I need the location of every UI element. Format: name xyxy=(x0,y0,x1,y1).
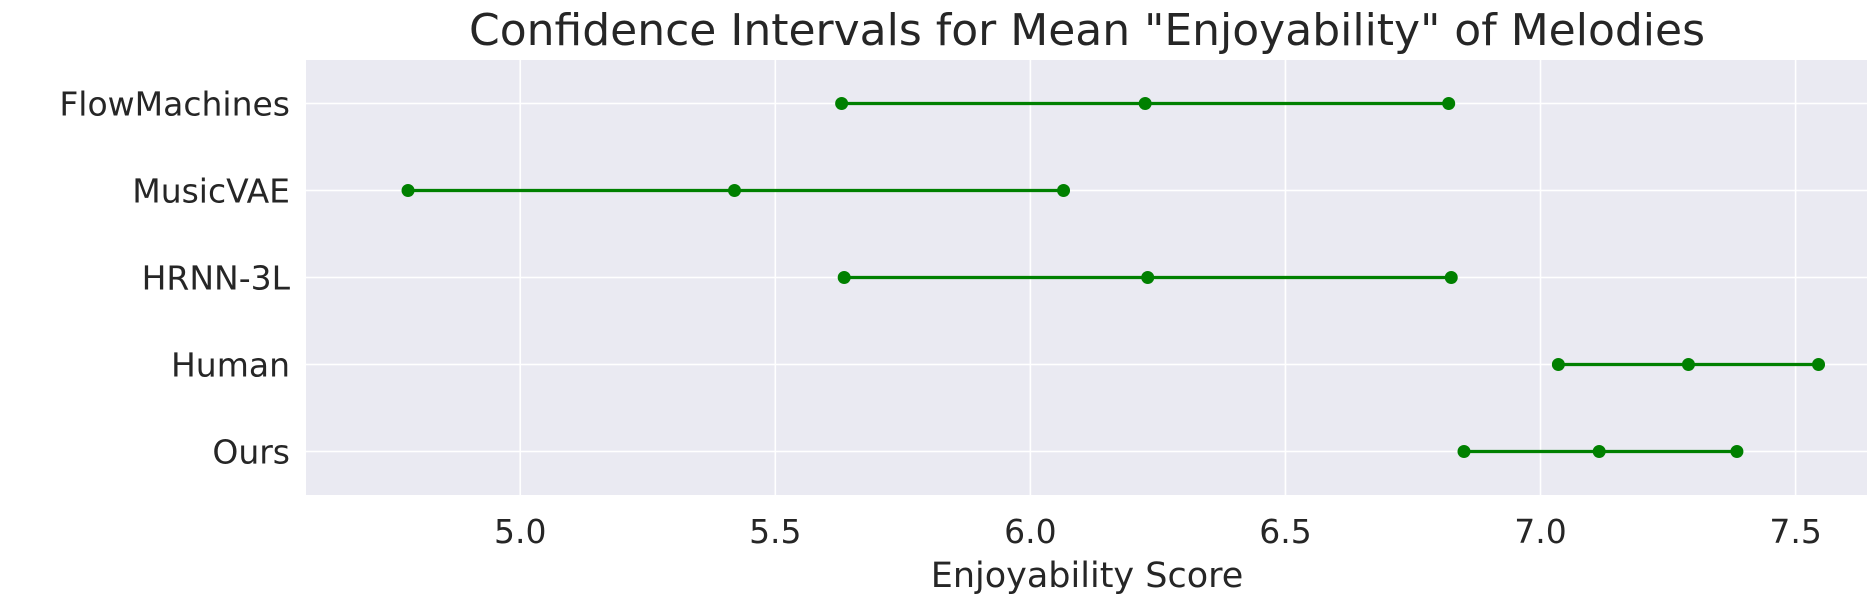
interval-mean-point xyxy=(728,184,742,197)
interval-ours xyxy=(1457,445,1744,458)
interval-upper-point xyxy=(1730,445,1744,458)
interval-musicvae xyxy=(401,184,1071,197)
interval-upper-point xyxy=(1444,271,1458,284)
x-tick-label: 6.5 xyxy=(1259,512,1311,551)
y-tick-labels: FlowMachines MusicVAE HRNN-3L Human Ours xyxy=(59,85,290,472)
interval-mean-point xyxy=(1141,271,1155,284)
interval-lower-point xyxy=(1551,358,1565,371)
interval-lower-point xyxy=(1457,445,1471,458)
interval-lower-point xyxy=(401,184,415,197)
x-tick-label: 7.0 xyxy=(1514,512,1566,551)
x-tick-label: 6.0 xyxy=(1004,512,1056,551)
y-tick-label: HRNN-3L xyxy=(142,259,291,298)
interval-upper-point xyxy=(1812,358,1826,371)
interval-human xyxy=(1551,358,1826,371)
interval-mean-point xyxy=(1681,358,1695,371)
y-tick-label: MusicVAE xyxy=(132,172,290,211)
chart-title: Confidence Intervals for Mean "Enjoyabil… xyxy=(469,5,1705,56)
y-tick-label: FlowMachines xyxy=(59,85,290,124)
x-tick-label: 7.5 xyxy=(1769,512,1821,551)
y-tick-label: Human xyxy=(171,346,290,385)
interval-flowmachines xyxy=(835,97,1456,110)
interval-mean-point xyxy=(1592,445,1606,458)
interval-lower-point xyxy=(835,97,849,110)
y-tick-label: Ours xyxy=(212,433,290,472)
interval-upper-point xyxy=(1442,97,1456,110)
interval-mean-point xyxy=(1138,97,1152,110)
interval-series xyxy=(401,97,1826,458)
interval-hrnn-3l xyxy=(837,271,1458,284)
x-axis-label: Enjoyability Score xyxy=(931,556,1244,596)
x-tick-label: 5.5 xyxy=(749,512,801,551)
x-tick-label: 5.0 xyxy=(494,512,546,551)
interval-upper-point xyxy=(1057,184,1071,197)
interval-lower-point xyxy=(837,271,851,284)
x-tick-labels: 5.0 5.5 6.0 6.5 7.0 7.5 xyxy=(494,512,1822,551)
